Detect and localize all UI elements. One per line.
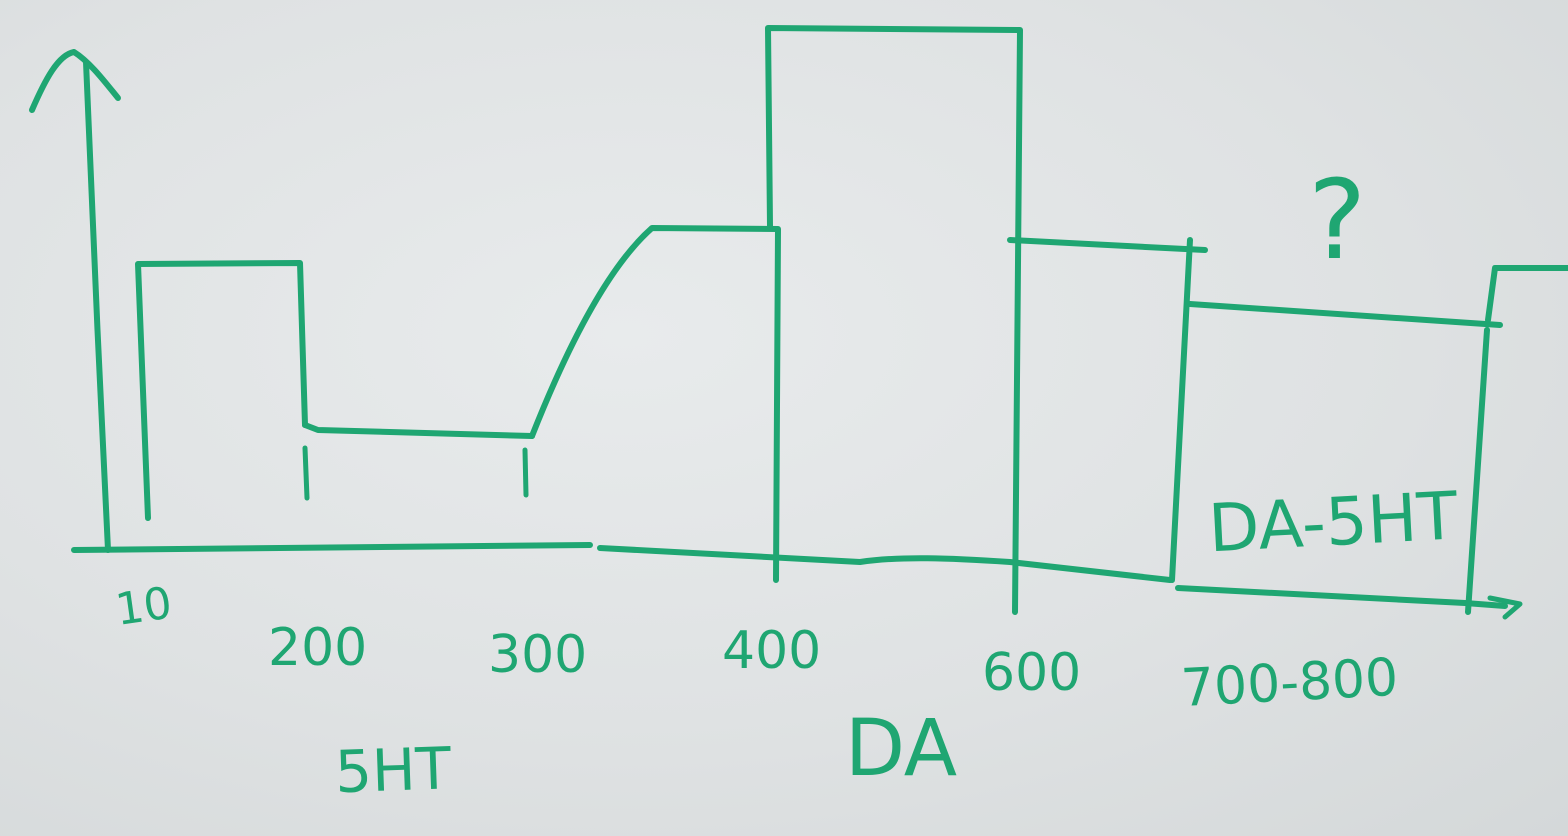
bin-600-700	[1007, 237, 1208, 583]
bin-300-400	[529, 225, 781, 583]
tick-mark-200	[302, 445, 310, 501]
boxed-region-label: DA-5HT	[1207, 477, 1460, 567]
x-tick-label: 700-800	[1180, 648, 1400, 719]
tick-mark-300	[522, 447, 529, 498]
group-label-da: DA	[845, 704, 957, 794]
bin-400-600	[765, 25, 1023, 615]
bin-700-800	[1187, 301, 1503, 615]
group-label-5ht: 5HT	[334, 734, 453, 806]
x-tick-label: 200	[268, 618, 367, 678]
bin-10-200	[135, 260, 308, 521]
y-axis-line	[83, 59, 111, 553]
x-tick-label: 600	[982, 643, 1081, 703]
x-tick-label: 10	[112, 578, 175, 636]
question-mark: ?	[1308, 156, 1366, 284]
x-tick-label: 400	[722, 621, 821, 681]
y-axis-arrowhead-icon	[29, 49, 121, 113]
bin-200-300	[302, 422, 535, 439]
bin-beyond-800	[1485, 265, 1568, 323]
x-axis-arrowhead-icon	[1487, 595, 1523, 620]
x-axis-line	[71, 542, 1508, 609]
x-tick-label: 300	[488, 625, 587, 685]
